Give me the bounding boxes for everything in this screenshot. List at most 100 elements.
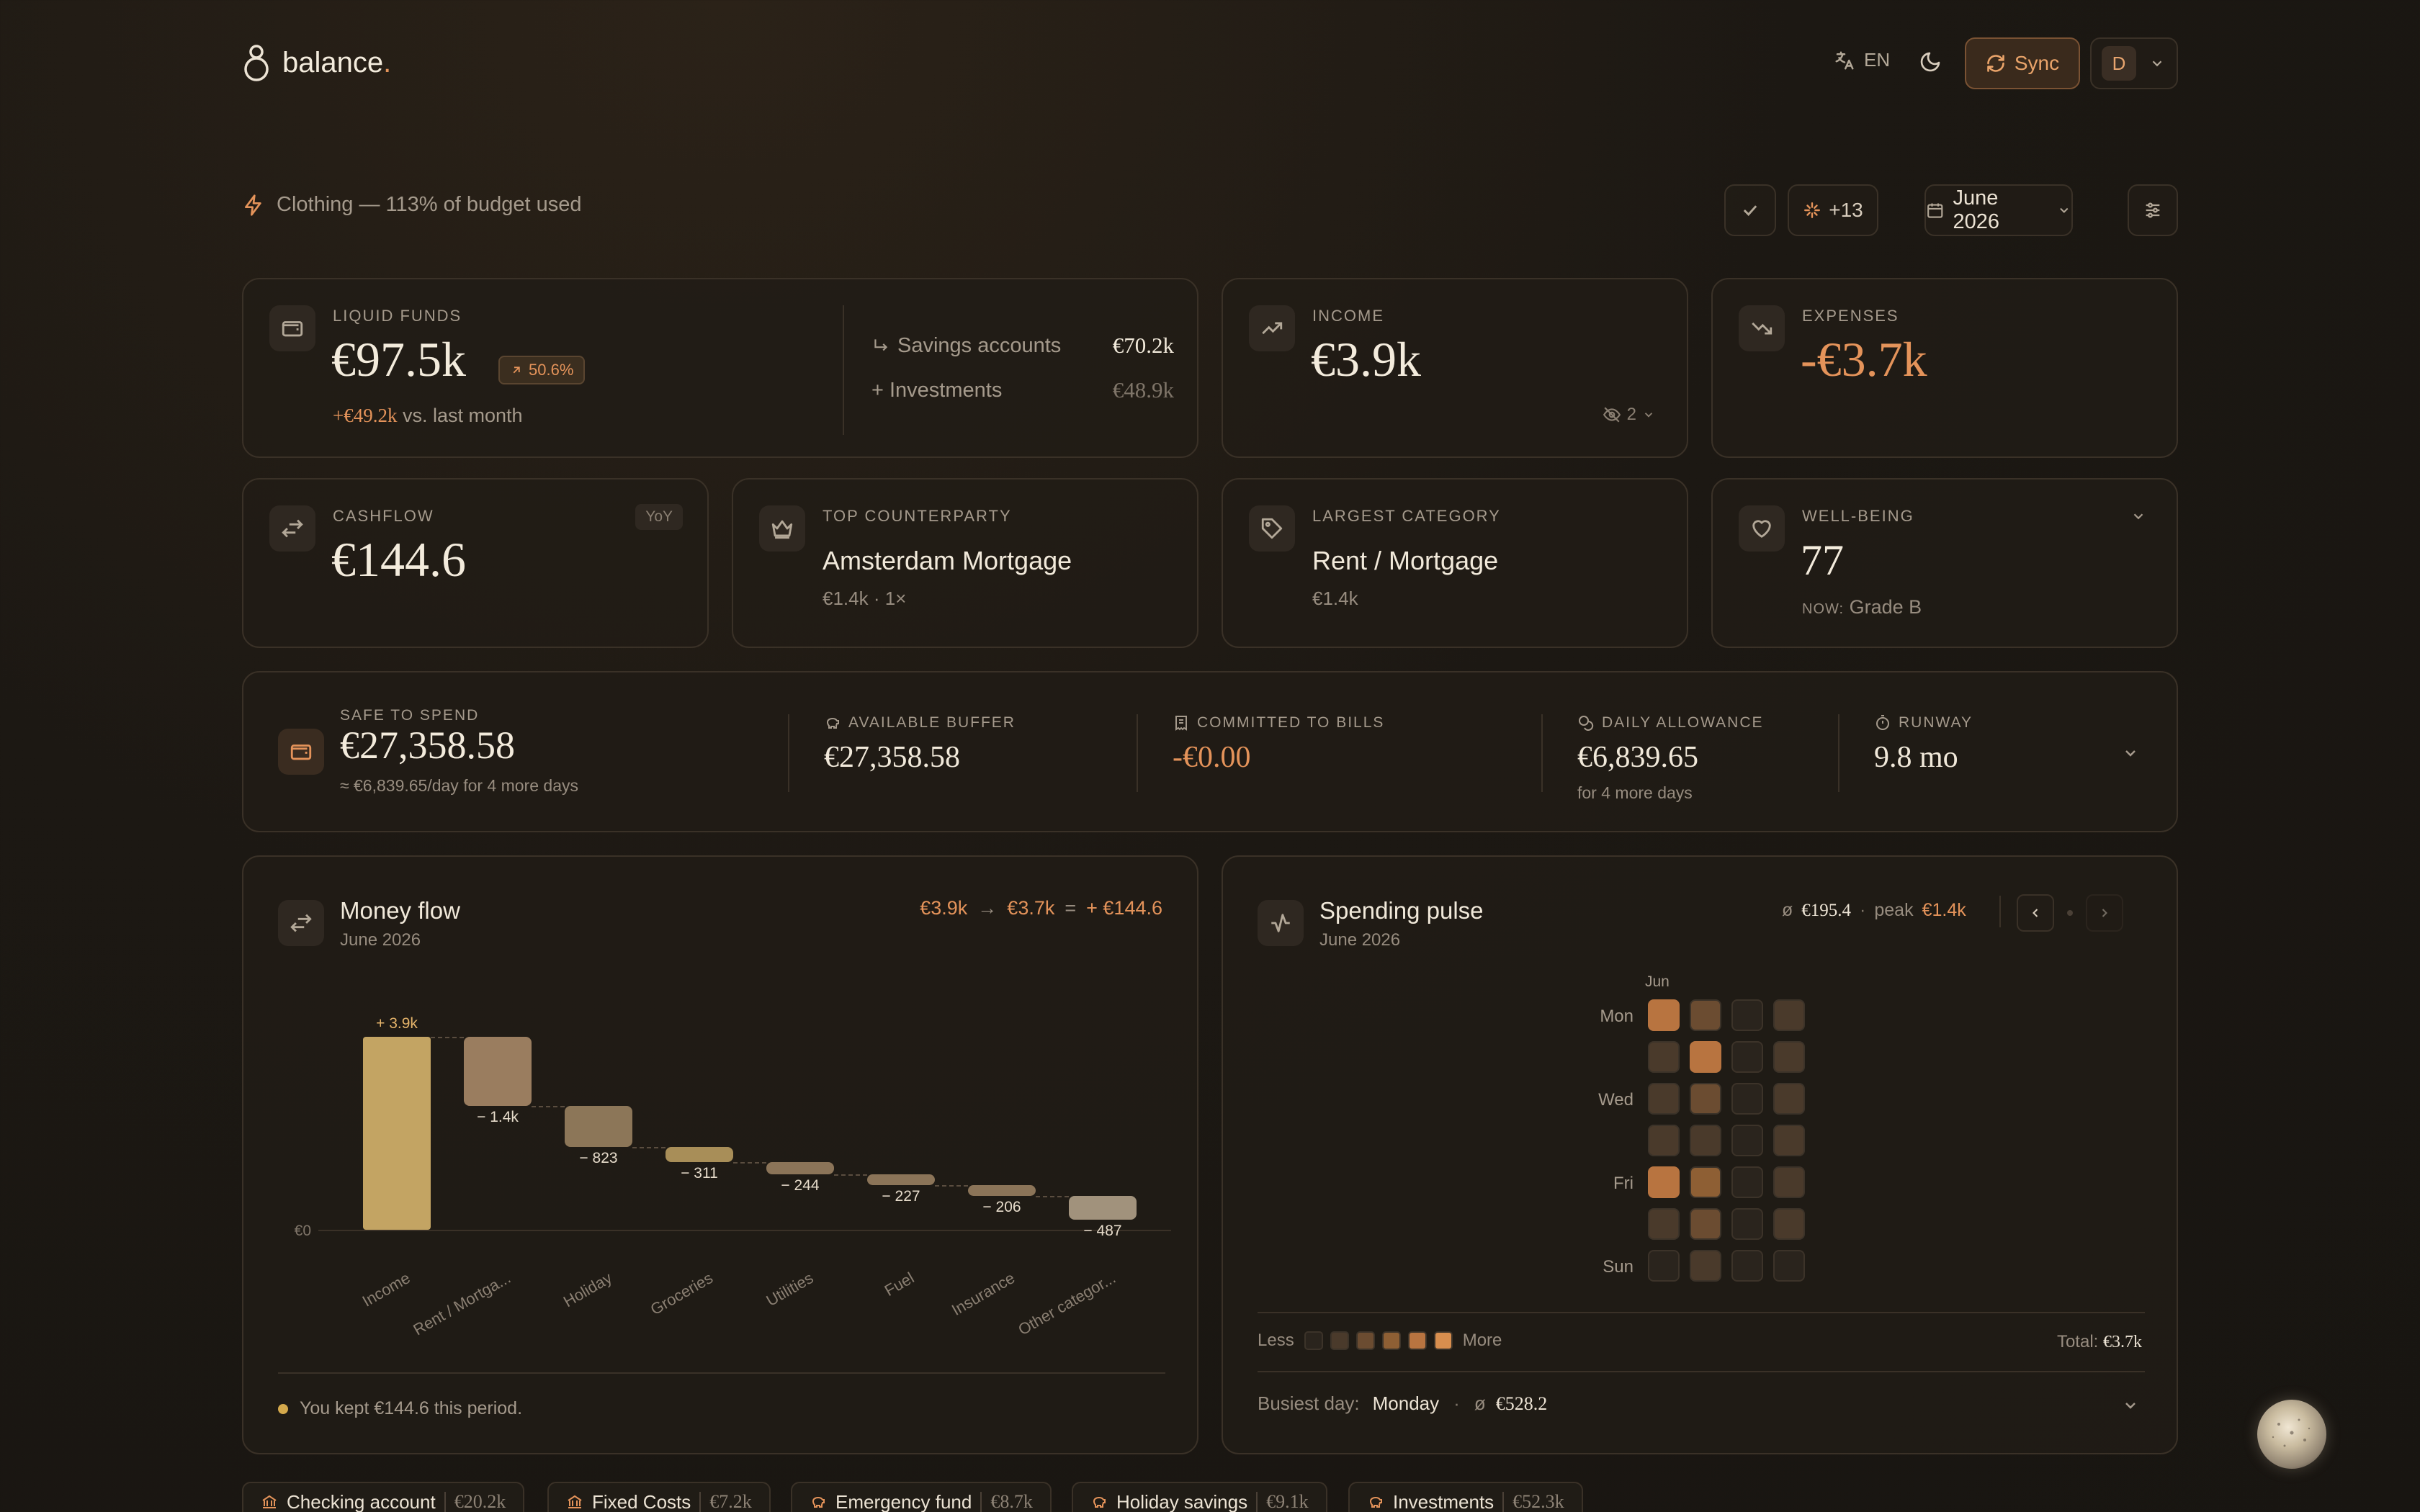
account-chip[interactable]: Checking account €20.2k [242, 1482, 525, 1512]
heatmap-cell[interactable] [1731, 999, 1763, 1031]
wellbeing-grade-value: Grade B [1849, 596, 1922, 618]
waterfall-bar[interactable] [464, 1037, 532, 1107]
budget-alert[interactable]: Clothing — 113% of budget used [242, 193, 581, 217]
heatmap-cell[interactable] [1648, 1250, 1680, 1282]
busiest-average: €528.2 [1495, 1392, 1548, 1414]
heatmap-cell[interactable] [1648, 1125, 1680, 1156]
heatmap-cell[interactable] [1690, 1250, 1721, 1282]
mark-reviewed-button[interactable] [1724, 184, 1776, 236]
heatmap-cell[interactable] [1690, 1208, 1721, 1240]
bar-value-label: − 244 [781, 1176, 820, 1194]
heatmap-cell[interactable] [1690, 1125, 1721, 1156]
heatmap-cell[interactable] [1690, 1041, 1721, 1073]
heatmap-legend: Less More [1258, 1331, 1502, 1351]
income-card[interactable]: INCOME €3.9k 2 [1222, 278, 1688, 458]
heatmap-cell[interactable] [1773, 1250, 1805, 1282]
waterfall-bar[interactable] [666, 1146, 733, 1163]
top-counterparty-card[interactable]: TOP COUNTERPARTY Amsterdam Mortgage €1.4… [732, 478, 1198, 648]
heatmap-cell[interactable] [1648, 999, 1680, 1031]
safe-to-spend-card[interactable]: SAFE TO SPEND €27,358.58 ≈ €6,839.65/day… [242, 671, 2178, 832]
waterfall-bar[interactable] [968, 1185, 1036, 1196]
cashflow-value: €144.6 [331, 532, 466, 587]
yoy-toggle[interactable]: YoY [635, 504, 683, 530]
committed-bills: COMMITTED TO BILLS -€0.00 [1173, 714, 1384, 775]
heatmap-cell[interactable] [1731, 1208, 1763, 1240]
connector-line [532, 1106, 565, 1108]
heatmap-cell[interactable] [1773, 1041, 1805, 1073]
account-chip[interactable]: Emergency fund €8.7k [791, 1482, 1052, 1512]
period-select[interactable]: June 2026 [1924, 184, 2073, 236]
counterparty-label: TOP COUNTERPARTY [823, 507, 1012, 525]
theme-toggle[interactable] [1919, 50, 1942, 77]
money-flow-card[interactable]: Money flow June 2026 €3.9k → €3.7k = + €… [242, 855, 1198, 1454]
next-month-button[interactable] [2086, 894, 2123, 932]
hidden-transactions-toggle[interactable]: 2 [1603, 405, 1655, 425]
heatmap-cell[interactable] [1773, 999, 1805, 1031]
heatmap-cell[interactable] [1773, 1166, 1805, 1198]
heatmap-cell[interactable] [1648, 1083, 1680, 1115]
heatmap-cell[interactable] [1773, 1083, 1805, 1115]
waterfall-bar[interactable] [363, 1037, 431, 1230]
account-chip[interactable]: Investments €52.3k [1348, 1482, 1583, 1512]
category-sub: €1.4k [1312, 588, 1358, 609]
busiest-day-row[interactable]: Busiest day: Monday · ø €528.2 [1258, 1392, 1548, 1414]
heatmap-cell[interactable] [1690, 1083, 1721, 1115]
chevron-down-icon [2152, 60, 2162, 67]
waterfall-bar[interactable] [565, 1106, 632, 1147]
heatmap-cell[interactable] [1773, 1208, 1805, 1240]
cashflow-card[interactable]: CASHFLOW YoY €144.6 [242, 478, 709, 648]
heatmap-cell[interactable] [1731, 1250, 1763, 1282]
heatmap-cell[interactable] [1648, 1041, 1680, 1073]
x-axis-label: Income [359, 1269, 413, 1310]
language-switch[interactable]: EN [1834, 49, 1890, 71]
expenses-card[interactable]: EXPENSES -€3.7k [1711, 278, 2178, 458]
insights-button[interactable]: +13 [1788, 184, 1878, 236]
sparkle-icon [1804, 202, 1821, 218]
heatmap-cell[interactable] [1731, 1166, 1763, 1198]
brand[interactable]: balance. [242, 42, 391, 84]
account-chip[interactable]: Fixed Costs €7.2k [547, 1482, 771, 1512]
filter-button[interactable] [2128, 184, 2178, 236]
language-label: EN [1864, 49, 1891, 71]
account-menu[interactable]: D [2090, 37, 2178, 89]
assistant-orb[interactable] [2257, 1400, 2326, 1469]
heatmap-cell[interactable] [1773, 1125, 1805, 1156]
sync-icon [1987, 55, 2004, 72]
spending-pulse-card[interactable]: Spending pulse June 2026 ø €195.4 · peak… [1222, 855, 2178, 1454]
heatmap-day-label: Wed [1598, 1090, 1634, 1110]
liquid-funds-card[interactable]: LIQUID FUNDS €97.5k 50.6% +€49.2k vs. la… [242, 278, 1198, 458]
summary-arrow: → [977, 897, 998, 919]
heatmap-cell[interactable] [1731, 1041, 1763, 1073]
bills-label: COMMITTED TO BILLS [1197, 714, 1385, 731]
total-label: Total: [2056, 1332, 2099, 1351]
chevron-down-icon[interactable] [2122, 744, 2139, 762]
savings-label: Savings accounts [897, 333, 1062, 357]
expenses-label: EXPENSES [1802, 307, 1899, 325]
savings-row[interactable]: Savings accounts €70.2k [871, 333, 1174, 359]
chevron-down-icon[interactable] [2122, 1397, 2139, 1414]
chevron-down-icon[interactable] [2130, 508, 2146, 524]
heatmap-cell[interactable] [1690, 999, 1721, 1031]
heatmap-cell[interactable] [1690, 1166, 1721, 1198]
bar-value-label: − 823 [579, 1149, 618, 1166]
account-amount: €20.2k [454, 1491, 506, 1512]
waterfall-bar[interactable] [1069, 1195, 1137, 1220]
heatmap-cell[interactable] [1648, 1166, 1680, 1198]
prev-month-button[interactable] [2017, 894, 2054, 932]
sync-button[interactable]: Sync [1965, 37, 2080, 89]
heart-icon [1739, 505, 1785, 552]
heatmap-cell[interactable] [1731, 1125, 1763, 1156]
waterfall-bar[interactable] [766, 1162, 834, 1174]
chevron-down-icon [2060, 207, 2069, 213]
waterfall-bar[interactable] [867, 1174, 935, 1186]
summary-equals: = [1065, 897, 1077, 919]
piggy-icon [1369, 1496, 1382, 1508]
heatmap-cell[interactable] [1648, 1208, 1680, 1240]
x-axis-label: Utilities [763, 1269, 817, 1310]
income-value: €3.9k [1311, 332, 1421, 387]
wellbeing-card[interactable]: WELL-BEING 77 NOW: Grade B [1711, 478, 2178, 648]
investments-row[interactable]: + Investments €48.9k [871, 377, 1174, 403]
heatmap-cell[interactable] [1731, 1083, 1763, 1115]
account-chip[interactable]: Holiday savings €9.1k [1072, 1482, 1327, 1512]
largest-category-card[interactable]: LARGEST CATEGORY Rent / Mortgage €1.4k [1222, 478, 1688, 648]
